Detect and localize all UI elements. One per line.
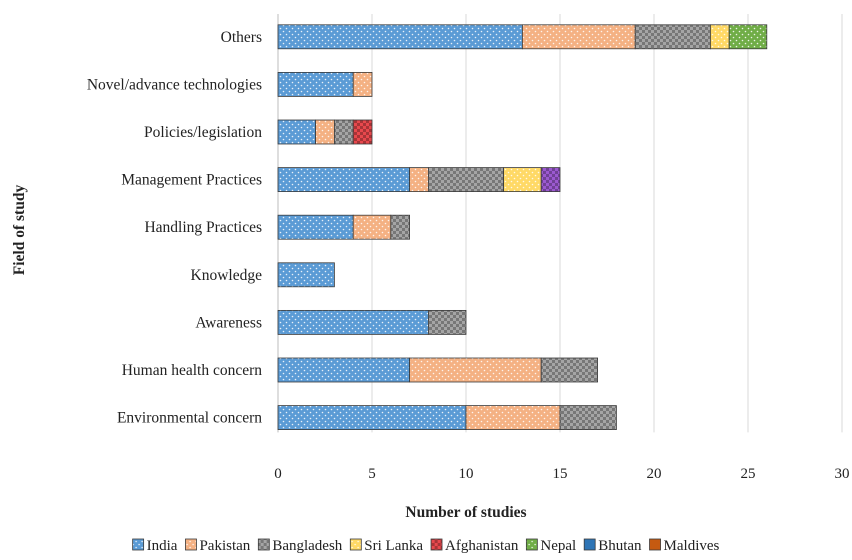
bar-segment [333,119,354,145]
legend-label: Nepal [540,538,576,554]
x-tick-label: 20 [647,466,662,482]
bar-segment [634,24,711,50]
legend-label: Sri Lanka [364,538,423,554]
bar-segment [503,167,542,193]
bar-segment [540,357,599,383]
category-label: Human health concern [122,362,263,379]
legend-item: Maldives [649,538,720,554]
category-label: Environmental concern [117,410,262,427]
category-label: Management Practices [121,172,262,189]
bar-segment [710,24,730,50]
legend-swatch [525,538,538,551]
legend-item: India [132,538,178,554]
x-tick-labels: 0 5 10 15 20 25 30 [274,466,849,482]
x-axis-title: Number of studies [405,504,526,521]
x-tick-label: 0 [274,466,282,482]
bar-segment [465,405,561,431]
legend-label: Afghanistan [445,538,519,554]
legend-item: Pakistan [185,538,251,554]
bar-segment [352,214,392,240]
y-axis-title: Field of study [11,185,28,276]
bar-segment [728,24,768,50]
legend-swatch [649,538,661,551]
category-label: Policies/legislation [144,124,262,141]
legend-item: Afghanistan [430,538,519,554]
legend-label: Bhutan [598,538,642,554]
bar-segment [277,309,429,335]
x-tick-label: 15 [553,466,568,482]
x-tick-label: 5 [368,466,376,482]
bar-segment [390,214,410,240]
x-tick-label: 30 [835,466,850,482]
legend-item: Sri Lanka [349,538,423,554]
bar-segment [352,72,373,97]
bar-segment [277,167,411,193]
legend-label: Bangladesh [272,538,342,554]
bar-segment [277,72,354,97]
bar-segment [277,119,316,145]
category-label: Handling Practices [144,219,262,236]
legend-swatch [583,538,596,551]
legend-label: Maldives [664,538,720,554]
bar-segment [352,119,373,145]
legend-swatch [257,538,270,551]
legend-label: Pakistan [199,538,250,554]
category-label: Novel/advance technologies [87,76,262,93]
x-tick-label: 25 [741,466,756,482]
category-labels: Others Novel/advance technologies Policies… [87,29,262,427]
legend-item: Bangladesh [257,538,343,554]
category-label: Others [221,29,262,46]
legend: India Pakistan Bangladesh Sri Lanka Afghanis… [132,538,720,554]
bar-segment [277,405,467,431]
legend-swatch [430,538,443,551]
bar-segment [540,167,561,193]
bar-segment [427,167,504,193]
x-tick-label: 10 [459,466,474,482]
bar-segment [277,24,523,50]
legend-swatch [132,538,145,551]
category-label: Awareness [195,314,262,331]
bar-segment [277,262,335,288]
bar-segment [409,357,542,383]
bar-segment [315,119,335,145]
bar-segment [277,214,354,240]
bars [277,24,768,431]
bar-segment [427,309,467,335]
bar-segment [409,167,429,193]
legend-item: Nepal [525,538,576,554]
legend-label: India [147,538,178,554]
bar-segment [559,405,617,431]
bar-segment [522,24,636,50]
bar-segment [277,357,411,383]
legend-item: Bhutan [583,538,642,554]
legend-swatch [185,538,197,551]
legend-swatch [349,538,362,551]
category-label: Knowledge [191,267,263,284]
